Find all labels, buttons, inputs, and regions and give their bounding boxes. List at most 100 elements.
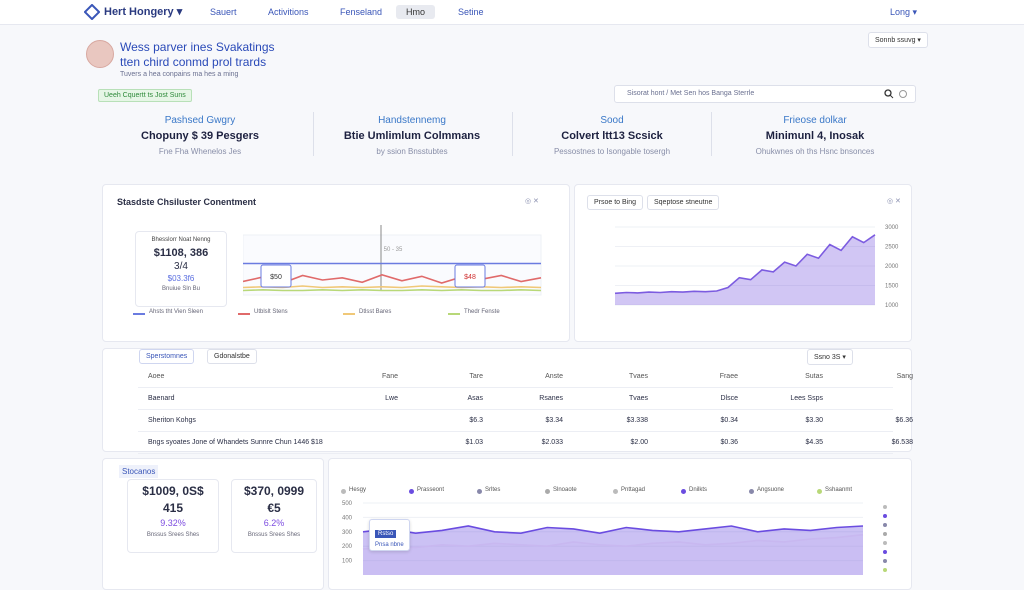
stat-label: Sood: [600, 115, 624, 126]
summary-box: Bhesslorr Noat Nenng $1108, 386 3/4 $03.…: [135, 231, 227, 307]
card-icons[interactable]: ◎ ✕: [887, 198, 901, 205]
nav-item[interactable]: Setine: [458, 7, 484, 17]
stat-note: Ohukwnes oh ths Hsnc bnsonces: [755, 147, 875, 156]
top-nav: Hert Hongery ▾ Sauert Activitions Fensel…: [0, 0, 1024, 25]
stat: Frieose dolkar Minimunl 4, Inosak Ohukwnes…: [720, 115, 910, 156]
tooltip-text: Pnsa nbne: [375, 542, 404, 548]
legend-dot: [545, 489, 550, 494]
separator: [313, 112, 314, 156]
tag: Stocanos: [119, 465, 159, 478]
side-dot: [883, 514, 887, 518]
title: tten chird conmd prol trards: [120, 55, 267, 69]
chart-caption: 50 - 35: [384, 247, 403, 253]
marker-box: [260, 264, 292, 288]
separator: [512, 112, 513, 156]
stat-value: Colvert ltt13 Scsick: [561, 130, 663, 142]
sort-button[interactable]: Sonnb ssuvg ▾: [868, 32, 928, 48]
table-cell: Asas: [467, 395, 483, 402]
stat: Sood Colvert ltt13 Scsick Pessostnes to Is…: [517, 115, 707, 156]
y-tick-label: 1500: [885, 284, 899, 290]
kpi-note: Bnssus Srees Shes: [247, 532, 301, 538]
series-line: [362, 525, 864, 535]
legend-dot: [613, 489, 618, 494]
legend-label: Dnilkts: [689, 487, 708, 493]
mini-chart: 50 - 35 $50 $48: [243, 225, 542, 296]
series-line: [243, 273, 542, 284]
wave-chart: 500 400 300 200 100: [342, 501, 887, 575]
avatar: [86, 40, 114, 68]
brand[interactable]: Hert Hongery ▾: [104, 6, 183, 18]
legend-dot: [477, 489, 482, 494]
box-label: Bhesslorr Noat Nenng: [151, 237, 211, 243]
area-fill: [363, 526, 863, 575]
legend-dot: [681, 489, 686, 494]
user-menu[interactable]: Long ▾: [890, 7, 918, 17]
tab[interactable]: Gdonalstbe: [207, 349, 257, 364]
marker-label: $50: [270, 274, 282, 281]
stat-label: Pashsed Gwgry: [164, 115, 236, 126]
table-row: Aoee Fane Tare Anste Tvaes Fraee Sutas Sang: [138, 365, 913, 388]
tab[interactable]: Sperstomnes: [139, 349, 195, 364]
y-tick-label: 2500: [885, 245, 899, 251]
table-cell: $2.033: [541, 439, 563, 446]
title: Wess parver ines Svakatings: [120, 40, 275, 54]
side-dot: [883, 532, 887, 536]
table-cell: $3.30: [805, 417, 823, 424]
nav-item[interactable]: Fenseland: [340, 7, 383, 17]
series-line: [243, 285, 542, 289]
kpi-box: $370, 0999 €5 6.2% Bnssus Srees Shes: [231, 479, 317, 553]
nav-item[interactable]: Activitions: [268, 7, 309, 17]
tooltip: Rstso Pnsa nbne: [369, 519, 410, 551]
subtitle: Tuvers a hea conpains ma hes a ming: [120, 71, 239, 78]
series-line: [243, 288, 542, 292]
table-cell: Rsanes: [539, 395, 563, 402]
table-cell: $1.03: [465, 439, 483, 446]
tab-button[interactable]: Prsoe to Bing: [587, 195, 644, 210]
box-note: Bnuiue Sln Bu: [161, 286, 201, 292]
y-tick-label: 1000: [885, 303, 899, 309]
card-icons[interactable]: ◎ ✕: [525, 198, 539, 205]
y-tick-label: 3000: [885, 225, 899, 231]
legend-swatch: [343, 313, 355, 315]
table-cell: Tvaes: [628, 395, 648, 402]
stat-label: Handstennemg: [378, 115, 446, 126]
table-cell: $6.36: [895, 417, 913, 424]
legend-label: Utblslt Stens: [254, 309, 288, 315]
side-dot: [883, 559, 887, 563]
y-tick-label: 2000: [885, 264, 899, 270]
separator: [711, 112, 712, 156]
table-cell: Anste: [545, 373, 563, 380]
side-dot: [883, 550, 887, 554]
card: Hesgy Prasseont Srltes Slnoaote Pnttagad Dnil…: [328, 458, 912, 590]
marker-label: $48: [464, 274, 476, 281]
card: Stasdste Chsiluster Conentment ◎ ✕ Bhess…: [102, 184, 570, 342]
box-delta: $03.3f6: [167, 274, 195, 283]
legend-label: Prasseont: [417, 487, 445, 493]
tab-button[interactable]: Sqeptose stneutne: [647, 195, 720, 210]
table-cell: Fraee: [719, 373, 738, 380]
table-cell: $0.36: [720, 439, 738, 446]
legend-dot: [749, 489, 754, 494]
side-dot: [883, 505, 887, 509]
nav-item-active[interactable]: Hmo: [396, 5, 436, 19]
nav-item[interactable]: Sauert: [210, 7, 237, 17]
stat: Pashsed Gwgry Chopuny $ 39 Pesgers Fne Fha…: [105, 115, 295, 156]
table-cell: Tvaes: [628, 373, 648, 380]
area-chart: 3000 2500 2000 1500 1000: [614, 225, 899, 309]
card: Stocanos $1009, 0S$ 415 9.32% Bnssus Sre…: [102, 458, 324, 590]
table-cell: Sheriton Kohgs: [148, 417, 196, 424]
stat: Handstennemg Btie Umlimlum Colmmans by ssi…: [317, 115, 507, 156]
filter[interactable]: Ssno 3S ▾: [807, 349, 853, 365]
table: Aoee Fane Tare Anste Tvaes Fraee Sutas Sang Baen…: [103, 365, 913, 454]
legend-label: Thedr Fenste: [464, 309, 500, 315]
series-line: [614, 234, 876, 295]
table-cell: Tare: [469, 373, 483, 380]
search-bar[interactable]: Sisorat hont / Met Sen hos Banga Sterrle: [614, 85, 916, 103]
table-cell: Lees Ssps: [790, 395, 823, 402]
table-cell: Sutas: [805, 373, 823, 380]
table-cell: $2.00: [630, 439, 648, 446]
table-cell: $4.35: [805, 439, 823, 446]
stat-label: Frieose dolkar: [783, 115, 847, 126]
table-cell: Baenard: [148, 395, 175, 402]
kpi-rate: 6.2%: [263, 518, 285, 528]
